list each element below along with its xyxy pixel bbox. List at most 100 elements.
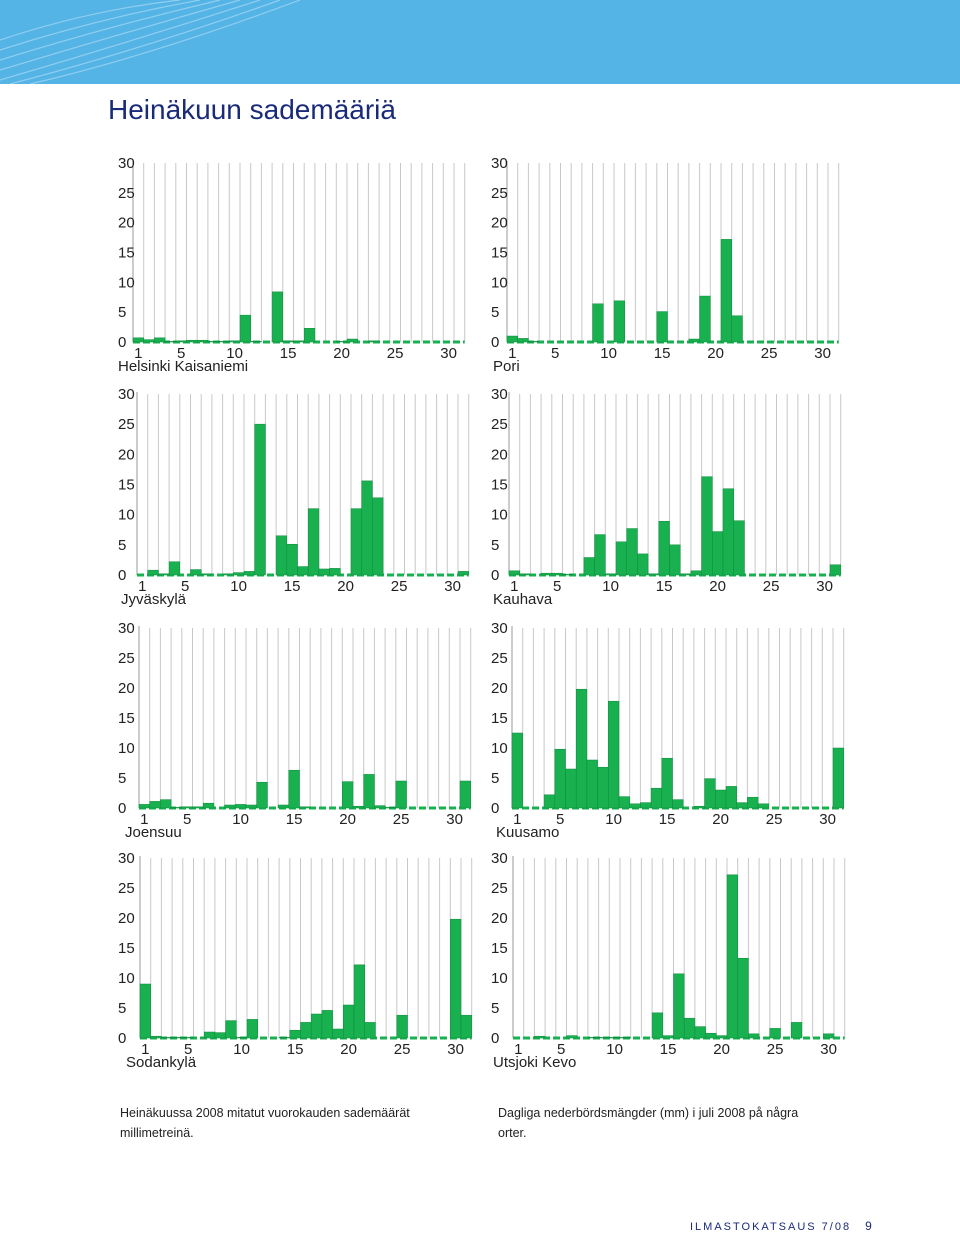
x-tick-label: 25 [394,1041,411,1058]
bar-day-11 [239,314,251,343]
bar-day-1 [511,732,523,809]
station-name: Kuusamo [496,824,559,841]
bar-day-12 [254,423,266,576]
y-tick-label: 20 [118,215,135,232]
bar-day-31 [829,564,841,576]
y-tick-label: 0 [491,1030,499,1047]
bar-day-18 [688,338,700,343]
y-tick-label: 15 [118,710,135,727]
bar-day-3 [160,799,172,809]
bar-day-16 [669,544,681,576]
x-tick-label: 15 [280,345,297,362]
y-tick-label: 25 [118,416,135,433]
bar-day-8 [214,1032,226,1039]
bar-day-25 [769,1028,781,1039]
y-tick-label: 15 [491,477,508,494]
y-tick-label: 0 [118,334,126,351]
bar-day-22 [361,480,373,576]
bar-day-25 [396,1014,408,1039]
bar-day-9 [222,573,234,576]
y-tick-label: 15 [118,245,135,262]
bar-day-7 [575,688,588,809]
y-tick-label: 30 [491,620,508,637]
y-tick-label: 30 [118,620,135,637]
bar-day-15 [656,311,668,343]
y-tick-label: 5 [491,537,499,554]
x-tick-label: 15 [656,578,673,595]
x-tick-label: 10 [600,345,617,362]
bar-day-16 [293,340,305,343]
bar-day-20 [343,1004,355,1039]
x-tick-label: 20 [713,1041,730,1058]
bar-day-31 [832,747,844,809]
x-tick-label: 1 [514,1041,522,1058]
bar-day-14 [647,573,660,576]
bar-day-4 [170,807,183,809]
bar-day-20 [712,531,724,576]
y-tick-label: 20 [491,215,508,232]
bar-day-12 [256,781,268,809]
bar-day-15 [288,769,300,809]
bar-day-4 [171,1037,184,1039]
bar-day-12 [626,528,638,576]
bar-day-31 [460,1014,472,1039]
bar-day-9 [224,804,236,809]
bar-day-15 [661,757,673,809]
bar-day-2 [147,569,159,576]
x-tick-label: 25 [766,811,783,828]
y-tick-label: 0 [118,567,126,584]
x-tick-label: 10 [230,578,247,595]
y-tick-label: 20 [118,680,135,697]
bar-day-6 [565,768,577,809]
bar-day-30 [823,1033,835,1039]
bar-day-7 [202,802,215,809]
bar-day-10 [229,340,241,343]
page-footer: ILMASTOKATSAUS 7/08 9 [690,1219,872,1233]
x-tick-label: 1 [141,1041,149,1058]
bar-day-21 [353,964,365,1039]
y-tick-label: 20 [491,680,508,697]
y-tick-label: 10 [491,274,508,291]
y-tick-label: 0 [491,800,499,817]
bar-day-1 [132,337,144,343]
bar-day-14 [278,1037,291,1039]
y-tick-label: 0 [491,334,499,351]
y-tick-label: 20 [118,910,135,927]
x-tick-label: 20 [707,345,724,362]
bar-day-21 [726,874,738,1039]
x-tick-label: 1 [134,345,142,362]
bar-day-20 [716,1035,728,1039]
bar-day-14 [651,1012,664,1039]
bar-day-11 [246,1019,258,1039]
bar-day-6 [190,569,202,576]
bar-day-20 [336,341,348,343]
header-banner [0,0,960,84]
x-tick-label: 30 [446,811,463,828]
y-tick-label: 5 [491,770,499,787]
bar-day-3 [161,1037,173,1039]
y-tick-label: 25 [491,185,508,202]
bar-day-27 [790,1022,803,1039]
bar-day-9 [597,766,609,809]
bar-day-1 [139,983,151,1039]
bar-day-7 [203,1031,216,1039]
bar-day-11 [618,796,630,809]
bar-day-3 [528,341,540,343]
bar-day-16 [300,1022,312,1039]
bar-day-23 [374,805,386,809]
bar-day-2 [150,1035,162,1039]
bar-day-11 [243,571,255,576]
bar-day-17 [679,573,692,576]
bar-day-13 [637,553,649,576]
footer-publication: ILMASTOKATSAUS 7/08 [690,1221,852,1233]
x-tick-label: 15 [654,345,671,362]
x-tick-label: 25 [761,345,778,362]
bar-day-5 [175,340,187,343]
x-tick-label: 20 [712,811,729,828]
bar-day-3 [534,1035,546,1039]
caption-swedish: Dagliga nederbördsmängder (mm) i juli 20… [498,1106,799,1140]
x-tick-label: 30 [816,578,833,595]
y-tick-label: 5 [118,1000,126,1017]
y-tick-label: 25 [118,185,135,202]
y-tick-label: 15 [118,940,135,957]
